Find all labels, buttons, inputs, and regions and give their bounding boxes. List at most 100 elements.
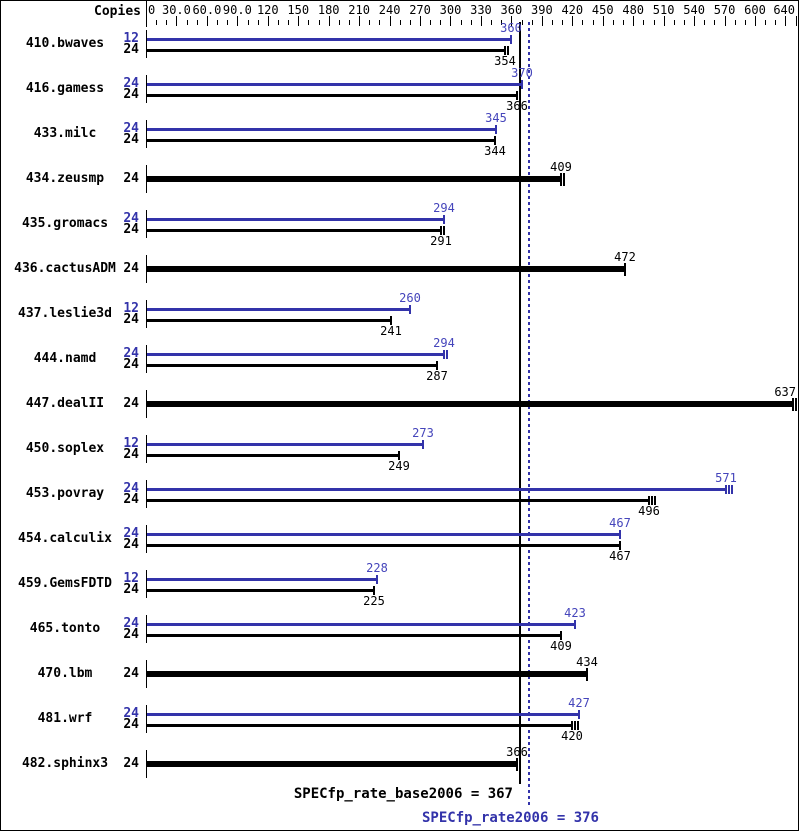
copies-label: 24 — [123, 447, 139, 462]
value-label: 467 — [609, 549, 631, 563]
copies-label: 24 — [123, 222, 139, 237]
base-bar — [147, 318, 391, 322]
both-bar — [147, 761, 517, 767]
group-axis-line — [146, 660, 147, 688]
value-label: 228 — [366, 561, 388, 575]
both-bar — [147, 671, 587, 677]
peak-bar — [147, 217, 444, 221]
bar-end-marker — [440, 225, 445, 235]
group-axis-line — [146, 300, 147, 328]
copies-label: 12 — [123, 436, 139, 451]
peak-bar — [147, 442, 423, 446]
peak-bar — [147, 82, 522, 86]
copies-label: 24 — [123, 717, 139, 732]
benchmark-label: 459.GemsFDTD — [18, 576, 112, 591]
value-label: 366 — [506, 745, 528, 759]
bar-end-marker — [422, 439, 424, 449]
axis-tick-label: 450 — [591, 3, 614, 17]
copies-label: 24 — [123, 211, 139, 226]
axis-major-tick — [633, 16, 634, 26]
bar-end-marker — [516, 90, 518, 100]
axis-major-tick — [694, 16, 695, 26]
axis-tick-label: 150 — [287, 3, 310, 17]
value-label: 409 — [550, 160, 572, 174]
value-label: 409 — [550, 639, 572, 653]
group-axis-line — [146, 255, 147, 283]
bar-end-marker — [390, 315, 392, 325]
value-label: 366 — [506, 99, 528, 113]
axis-minor-tick — [532, 20, 533, 25]
axis-minor-tick — [369, 20, 370, 25]
copies-label: 24 — [123, 261, 139, 276]
bar-end-marker — [560, 630, 562, 640]
group-axis-line — [146, 750, 147, 778]
axis-tick-label: 640 — [773, 3, 795, 17]
value-label: 637 — [774, 385, 796, 399]
axis-major-tick — [207, 16, 208, 26]
bar-end-marker — [521, 79, 523, 89]
axis-tick-label: 210 — [348, 3, 370, 17]
axis-tick-label: 510 — [652, 3, 675, 17]
value-label: 571 — [715, 471, 737, 485]
bar-end-marker — [516, 757, 518, 771]
axis-minor-tick — [410, 20, 411, 25]
axis-tick-label: 180 — [317, 3, 340, 17]
value-label: 496 — [638, 504, 660, 518]
axis-tick-label: 390 — [531, 3, 553, 17]
bar-end-marker — [494, 135, 496, 145]
axis-minor-tick — [217, 20, 218, 25]
axis-minor-tick — [288, 20, 289, 25]
value-label: 241 — [380, 324, 402, 338]
bar-end-marker — [409, 304, 411, 314]
copies-label: 24 — [123, 396, 139, 411]
value-label: 472 — [614, 250, 636, 264]
base-bar — [147, 543, 620, 547]
axis-tick-label: 30.0 — [161, 3, 191, 17]
value-label: 434 — [576, 655, 598, 669]
axis-minor-tick — [400, 20, 401, 25]
axis-minor-tick — [582, 20, 583, 25]
benchmark-label: 416.gamess — [25, 81, 105, 96]
peak-result-label: SPECfp_rate2006 = 376 — [421, 810, 599, 826]
base-bar — [147, 633, 561, 637]
bar-end-marker — [443, 349, 448, 359]
copies-label: 24 — [123, 706, 139, 721]
peak-bar — [147, 577, 377, 581]
value-label: 423 — [564, 606, 586, 620]
bar-end-marker — [376, 574, 378, 584]
benchmark-label: 444.namd — [33, 351, 97, 366]
axis-tick-label: 330 — [470, 3, 492, 17]
axis-tick-label: 90.0 — [222, 3, 252, 17]
axis-tick-label: 570 — [713, 3, 736, 17]
axis-minor-tick — [562, 20, 563, 25]
axis-tick-label: 420 — [561, 3, 584, 17]
axis-minor-tick — [440, 20, 441, 25]
axis-major-tick — [298, 16, 299, 26]
axis-minor-tick — [227, 20, 228, 25]
value-label: 294 — [433, 336, 455, 350]
axis-major-tick — [359, 16, 360, 26]
axis-minor-tick — [501, 20, 502, 25]
bar-end-marker — [571, 720, 579, 730]
copies-label: 24 — [123, 87, 139, 102]
axis-tick-label: 300 — [439, 3, 462, 17]
value-label: 467 — [609, 516, 631, 530]
axis-tick-label: 270 — [409, 3, 431, 17]
both-bar — [147, 176, 561, 182]
benchmark-label: 436.cactusADM — [14, 261, 116, 276]
axis-major-tick — [796, 16, 797, 26]
group-axis-line — [146, 120, 147, 148]
peak-reference-line — [528, 22, 530, 806]
bar-end-marker — [560, 172, 565, 186]
benchmark-label: 447.dealII — [25, 396, 105, 411]
base-bar — [147, 453, 399, 457]
axis-separator-line — [146, 1, 147, 27]
axis-major-tick — [725, 16, 726, 26]
axis-minor-tick — [308, 20, 309, 25]
copies-label: 24 — [123, 756, 139, 771]
bar-end-marker — [398, 450, 400, 460]
copies-label: 24 — [123, 132, 139, 147]
benchmark-label: 437.leslie3d — [18, 306, 112, 321]
axis-minor-tick — [704, 20, 705, 25]
